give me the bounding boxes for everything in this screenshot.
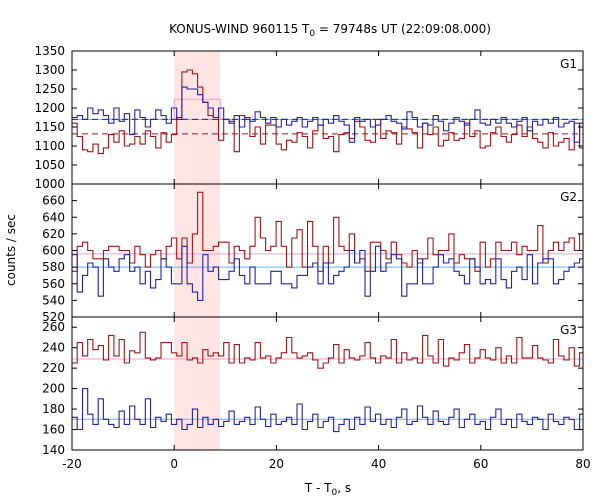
x-tick-label: 0 [170,457,178,471]
x-tick-label: 20 [269,457,284,471]
panel-frame-g3 [71,316,584,451]
y-tick-label-g3: 180 [42,402,65,416]
y-tick-label-g3: 200 [42,382,65,396]
y-axis-label: counts / sec [4,214,18,286]
x-axis-label: T - T0, s [304,481,351,498]
chart-title-rest: = 79748s UT (22:09:08.000) [315,22,491,36]
series-layer [72,69,583,433]
y-tick-label-g1: 1100 [34,139,65,153]
panel-g3-series [72,331,583,433]
x-tick-label: 80 [575,457,590,471]
x-axis-label-subscript: 0 [332,488,338,498]
y-tick-label-g1: 1150 [34,120,65,134]
y-tick-label-g2: 640 [42,210,65,224]
x-tick-label: -20 [62,457,82,471]
red-series-g1 [72,69,583,155]
pink-level-box-g1 [173,98,221,120]
highlight-band-g3 [174,317,221,450]
blue-series-g2 [72,245,583,301]
y-tick-label-g3: 220 [42,361,65,375]
y-tick-label-g1: 1200 [34,101,65,115]
y-tick-label-g3: 260 [42,320,65,334]
panel-label-g1: G1 [560,57,577,71]
y-tick-label-g2: 660 [42,194,65,208]
chart-title-subscript: 0 [309,29,315,39]
y-tick-label-g3: 140 [42,443,65,457]
panel-label-g3: G3 [560,323,577,337]
y-tick-label-g3: 240 [42,341,65,355]
y-tick-label-g2: 560 [42,277,65,291]
y-tick-label-g1: 1050 [34,158,65,172]
x-tick-label: 60 [473,457,488,471]
y-tick-label-g2: 580 [42,260,65,274]
blue-series-g1 [72,86,583,143]
red-series-g2 [72,191,583,272]
y-tick-label-g1: 1300 [34,63,65,77]
panel-g2-series [72,191,583,301]
y-tick-label-g1: 1000 [34,177,65,191]
y-tick-label-g2: 540 [42,293,65,307]
y-tick-label-g2: 620 [42,227,65,241]
chart-title: KONUS-WIND 960115 T0 = 79748s UT (22:09:… [169,22,491,39]
y-tick-label-g2: 600 [42,244,65,258]
blue-series-g3 [72,388,583,433]
y-tick-label-g2: 520 [42,310,65,324]
y-tick-label-g3: 160 [42,423,65,437]
x-tick-label: 40 [371,457,386,471]
y-tick-label-g1: 1250 [34,82,65,96]
x-axis-label-rest: , s [337,481,351,495]
y-tick-label-g1: 1350 [34,44,65,58]
panel-g1-series [72,69,583,155]
panel-label-g2: G2 [560,190,577,204]
ticks-layer: 1000 1050 1100 1150 1200 1250 1300 1350 520 540 56… [34,44,590,471]
red-series-g3 [72,331,583,369]
